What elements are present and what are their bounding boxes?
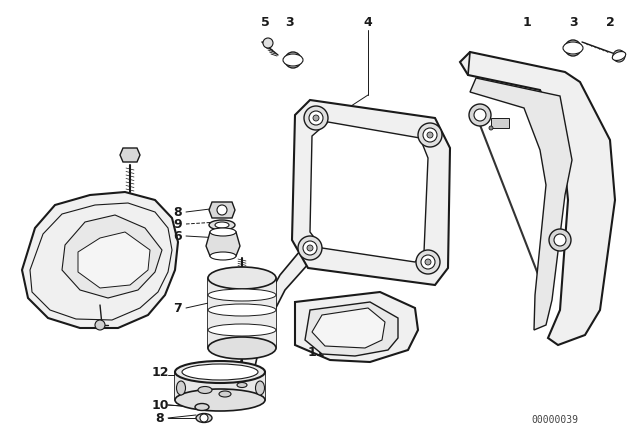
Ellipse shape: [175, 361, 265, 383]
Ellipse shape: [208, 337, 276, 359]
Text: 7: 7: [173, 302, 182, 314]
Ellipse shape: [195, 404, 209, 410]
Circle shape: [307, 245, 313, 251]
Text: 9: 9: [173, 217, 182, 231]
Circle shape: [569, 44, 577, 52]
Bar: [491, 118, 509, 128]
Circle shape: [200, 414, 208, 422]
Text: 3: 3: [285, 16, 294, 29]
Text: 10: 10: [151, 399, 169, 412]
Ellipse shape: [208, 267, 276, 289]
Polygon shape: [175, 372, 265, 400]
Ellipse shape: [208, 289, 276, 301]
Circle shape: [554, 234, 566, 246]
Ellipse shape: [177, 381, 186, 395]
Ellipse shape: [196, 414, 212, 422]
Text: 4: 4: [364, 16, 372, 29]
Polygon shape: [310, 122, 428, 262]
Circle shape: [313, 115, 319, 121]
Polygon shape: [208, 278, 276, 348]
Ellipse shape: [175, 389, 265, 411]
Circle shape: [217, 205, 227, 215]
Circle shape: [416, 250, 440, 274]
Text: 8: 8: [173, 206, 182, 219]
Circle shape: [613, 50, 625, 62]
Circle shape: [565, 40, 581, 56]
Ellipse shape: [182, 364, 258, 380]
Circle shape: [549, 229, 571, 251]
Ellipse shape: [219, 391, 231, 397]
Ellipse shape: [612, 52, 626, 60]
Polygon shape: [78, 232, 150, 288]
Text: 00000039: 00000039: [531, 415, 579, 425]
Circle shape: [309, 111, 323, 125]
Ellipse shape: [255, 381, 264, 395]
Text: 5: 5: [260, 16, 269, 29]
Circle shape: [289, 56, 297, 64]
Ellipse shape: [237, 383, 247, 388]
Ellipse shape: [563, 42, 583, 54]
Circle shape: [427, 132, 433, 138]
Circle shape: [469, 104, 491, 126]
Circle shape: [423, 128, 437, 142]
Polygon shape: [120, 148, 140, 162]
Circle shape: [418, 123, 442, 147]
Circle shape: [304, 106, 328, 130]
Polygon shape: [238, 225, 355, 380]
Text: 11: 11: [307, 345, 324, 358]
Polygon shape: [292, 100, 450, 285]
Ellipse shape: [210, 252, 236, 260]
Ellipse shape: [198, 387, 212, 393]
Ellipse shape: [215, 222, 229, 228]
Polygon shape: [312, 308, 385, 348]
Text: 3: 3: [569, 16, 577, 29]
Polygon shape: [22, 192, 178, 328]
Ellipse shape: [283, 54, 303, 66]
Polygon shape: [295, 292, 418, 362]
Circle shape: [303, 241, 317, 255]
Ellipse shape: [210, 228, 236, 236]
Text: 12: 12: [151, 366, 169, 379]
Circle shape: [421, 255, 435, 269]
Circle shape: [285, 52, 301, 68]
Ellipse shape: [208, 324, 276, 336]
Circle shape: [298, 236, 322, 260]
Polygon shape: [460, 52, 615, 345]
Ellipse shape: [208, 304, 276, 316]
Text: 2: 2: [605, 16, 614, 29]
Text: 1: 1: [523, 16, 531, 29]
Circle shape: [425, 259, 431, 265]
Polygon shape: [209, 202, 235, 218]
Circle shape: [95, 320, 105, 330]
Text: 6: 6: [173, 229, 182, 242]
Text: 8: 8: [156, 412, 164, 425]
Polygon shape: [305, 302, 398, 356]
Polygon shape: [62, 215, 162, 298]
Polygon shape: [470, 78, 572, 330]
Ellipse shape: [209, 220, 235, 230]
Circle shape: [263, 38, 273, 48]
Circle shape: [489, 126, 493, 130]
Circle shape: [474, 109, 486, 121]
Polygon shape: [206, 232, 240, 256]
